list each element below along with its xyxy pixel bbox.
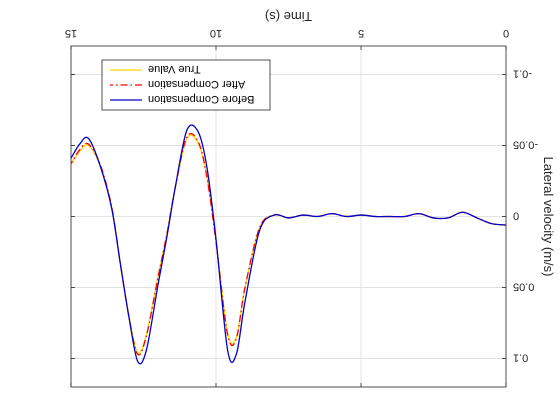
x-tick-label: 15 — [65, 27, 77, 39]
y-axis-label: Lateral velocity (m/s) — [541, 157, 556, 277]
series-group — [70, 124, 507, 365]
legend-label: After Compensation — [148, 78, 245, 90]
x-tick-label: 5 — [358, 27, 364, 39]
y-tick-label: -0.05 — [513, 138, 538, 150]
legend: True Value After Compensation Before Compe… — [101, 59, 271, 111]
legend-box — [101, 59, 271, 111]
series-line-1 — [70, 134, 507, 355]
y-tick-label: -0.1 — [513, 67, 532, 79]
tick-labels: 0 5 10 15 -0.1 -0.05 0 0.05 0.1 — [65, 27, 538, 364]
y-tick-label: 0 — [513, 210, 519, 222]
series-line-2 — [70, 132, 507, 356]
legend-label: Before Compensation — [148, 93, 254, 105]
x-axis-label: Time (s) — [265, 9, 312, 24]
x-tick-label: 0 — [503, 27, 509, 39]
axes — [70, 45, 507, 388]
series-line-3 — [70, 124, 507, 365]
y-tick-label: 0.1 — [513, 352, 528, 364]
legend-label: True Value — [148, 63, 201, 75]
y-tick-label: 0.05 — [513, 281, 534, 293]
x-tick-label: 10 — [210, 27, 222, 39]
